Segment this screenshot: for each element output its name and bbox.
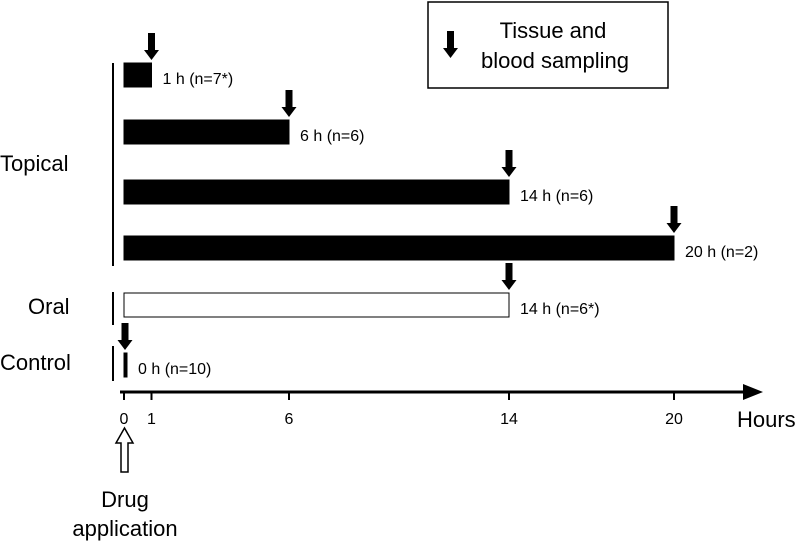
axis-ticks: 0 1 6 14 20	[120, 392, 683, 428]
axis-label-hours: Hours	[737, 407, 796, 432]
drug-label-line-2: application	[72, 516, 177, 541]
tick-label: 1	[147, 411, 156, 428]
bar-label: 1 h (n=7*)	[163, 71, 234, 88]
down-arrow-icon	[443, 31, 458, 58]
legend-line-2: blood sampling	[481, 48, 629, 73]
drug-application-marker: Drug application	[72, 426, 178, 541]
timeline-bar	[123, 119, 290, 145]
sampling-arrow-icon	[501, 263, 517, 290]
group-label-oral: Oral	[28, 294, 70, 319]
timeline-bar	[123, 235, 675, 261]
sampling-arrow-icon	[501, 150, 517, 177]
legend: Tissue and blood sampling	[427, 1, 669, 89]
legend-box	[427, 1, 669, 89]
group-label-topical: Topical	[0, 151, 68, 176]
sampling-arrow-icon	[117, 323, 133, 350]
sampling-arrow-icon	[144, 33, 159, 60]
tick-label: 20	[665, 411, 683, 428]
group-label-control: Control	[0, 350, 71, 375]
time-axis: 0 1 6 14 20 Hours	[120, 384, 796, 432]
timeline-bar	[123, 352, 128, 378]
bar-label: 14 h (n=6)	[520, 188, 593, 205]
sampling-arrow-icon	[281, 90, 297, 117]
tick-label: 0	[120, 411, 129, 428]
drug-label-line-1: Drug	[101, 487, 149, 512]
legend-line-1: Tissue and	[500, 18, 607, 43]
tick-label: 6	[285, 411, 294, 428]
up-arrow-outline-icon	[114, 426, 135, 473]
sampling-arrow-icon	[666, 206, 682, 233]
timeline-bar	[123, 62, 152, 88]
timeline-bar	[123, 179, 510, 205]
bar-label: 0 h (n=10)	[138, 361, 211, 378]
bar-label: 20 h (n=2)	[685, 244, 758, 261]
axis-arrowhead-icon	[743, 384, 763, 400]
timeline-bars: 1 h (n=7*) 6 h (n=6) 14 h (n=6) 20 h (n=2) 1…	[117, 33, 758, 378]
timeline-bar	[123, 292, 510, 318]
bar-label: 14 h (n=6*)	[520, 301, 600, 318]
bar-label: 6 h (n=6)	[300, 128, 364, 145]
tick-label: 14	[500, 411, 518, 428]
